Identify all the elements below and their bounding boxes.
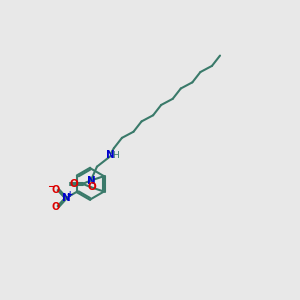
Text: H: H (112, 152, 119, 160)
Text: +: + (67, 190, 73, 199)
Text: N: N (62, 193, 71, 203)
Text: N: N (106, 150, 115, 160)
Text: O: O (51, 184, 59, 195)
Text: O: O (51, 202, 59, 212)
Text: N: N (87, 176, 96, 185)
Text: −: − (47, 182, 54, 191)
Text: O: O (70, 179, 79, 189)
Text: O: O (87, 182, 96, 192)
